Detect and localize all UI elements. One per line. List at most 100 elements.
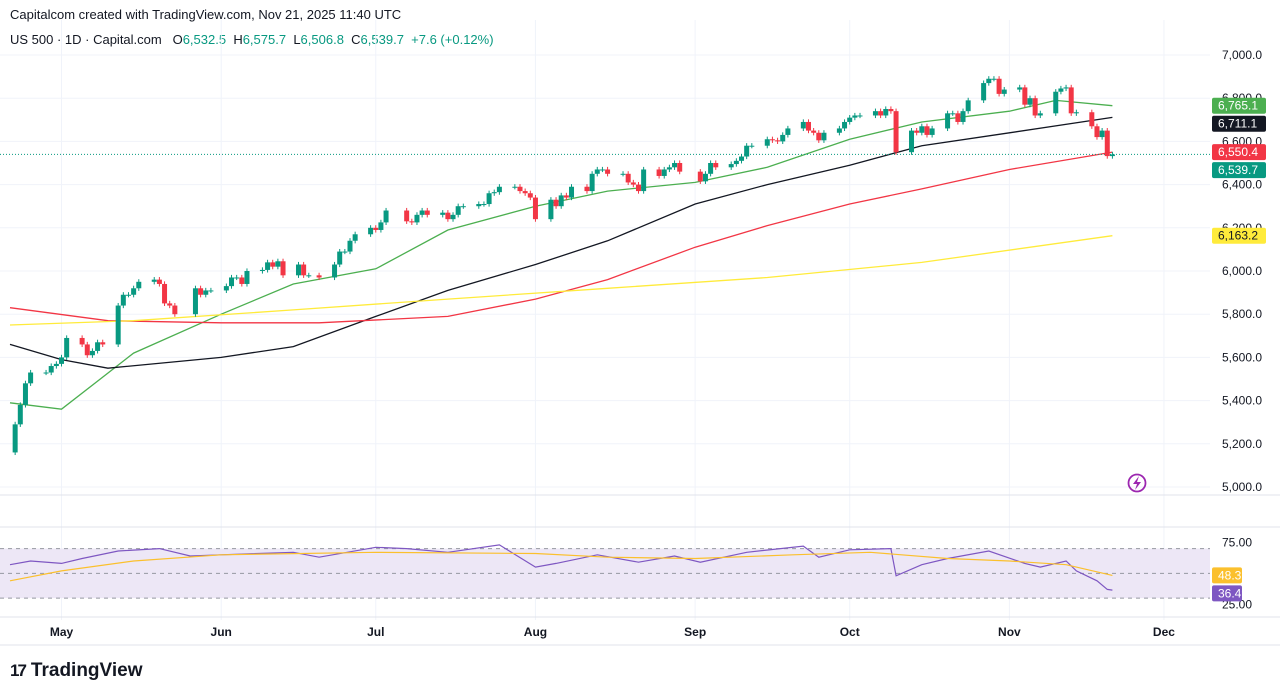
candle-body [888,109,894,112]
candle-body [872,111,878,116]
open-label: O [172,32,183,47]
price-badge [1212,115,1266,132]
tradingview-logo-text: TradingView [30,660,143,681]
grid [0,20,1280,646]
candle-body [486,193,492,205]
price-badges: 6,765.1 6,711.1 6,550.4 6,539.7 6,163.2 48.31… [1212,97,1266,602]
candle-body [332,264,338,278]
moving-average-line [9,116,1113,369]
candle-body [677,163,683,172]
candle-body [764,139,770,146]
candle-body [749,145,755,147]
candle-body [368,227,374,235]
candle-body [424,210,430,215]
candle-body [352,234,358,241]
candle-body [816,132,822,141]
candle-body [136,281,142,289]
candle-body [821,132,827,141]
candle-body [131,288,137,295]
candle-body [151,279,157,282]
month-tick-label: May [50,625,74,639]
candle-body [991,78,997,80]
candle-body [924,126,930,135]
rsi-line [9,551,1113,582]
candle-body [1089,112,1095,127]
candle-body [945,113,951,129]
candle-body [548,199,554,220]
rsi-line [9,544,1113,591]
candle-body [1104,130,1110,157]
candle-body [95,342,101,351]
candle-body [301,264,307,276]
candle-body [496,186,502,193]
month-tick-label: Jul [367,625,384,639]
price-tick-label: 5,400.0 [1222,394,1262,408]
candle-body [481,204,487,206]
candle-body [847,117,853,122]
candle-body [192,288,198,315]
month-tick-label: Oct [840,625,860,639]
moving-average-line [9,99,1113,410]
price-tick-label: 5,600.0 [1222,350,1262,364]
price-badge [1212,162,1266,179]
price-badge-label: 36.49 [1218,586,1248,600]
change-value: +7.6 (+0.12%) [411,32,494,47]
symbol-ohlc-legend: US 500 · 1D · Capital.com O6,532.5 H6,57… [10,32,494,47]
price-chart[interactable]: 7,000.06,800.06,600.06,400.06,200.06,000… [0,0,1280,660]
price-tick-label: 5,800.0 [1222,307,1262,321]
price-tick-label: 6,000.0 [1222,264,1262,278]
candle-body [522,191,528,194]
candle-body [996,78,1002,94]
candle-body [445,212,451,220]
candle-body [1037,113,1043,116]
candle-body [883,109,889,116]
candle-body [635,184,641,192]
candle-body [22,383,28,405]
candle-body [620,173,626,175]
candle-body [259,269,265,271]
candle-body [981,83,987,101]
candle-body [605,169,611,174]
candle-body [672,163,678,168]
candle-body [713,163,719,168]
candle-body [59,357,65,364]
candle-body [342,251,348,253]
tradingview-logo[interactable]: 17 TradingView [10,660,143,682]
candle-body [440,212,446,215]
price-badge [1212,567,1242,584]
candle-body [708,163,714,174]
candle-body [229,277,235,287]
candle-body [553,199,559,207]
candle-body [1068,87,1074,114]
month-tick-label: Dec [1153,625,1175,639]
candle-body [43,372,49,374]
candle-body [1058,88,1064,92]
candle-body [120,294,126,306]
candle-body [950,113,956,115]
candle-body [162,283,168,304]
candle-body [517,186,523,192]
price-badge-label: 6,163.2 [1218,229,1258,243]
candle-body [280,261,286,276]
lightning-icon[interactable] [1127,473,1147,493]
candle-body [419,210,425,215]
candle-body [625,173,631,183]
candle-body [599,169,605,171]
candle-body [64,337,70,358]
candle-body [532,197,538,220]
high-label: H [233,32,243,47]
moving-average-line [9,151,1113,324]
candle-body [805,121,811,131]
candle-body [775,140,781,142]
candle-body [1027,98,1033,105]
close-label: C [351,32,361,47]
candle-body [836,128,842,133]
candle-body [476,204,482,207]
candle-body [527,193,533,198]
price-badge [1212,97,1266,114]
price-tick-label: 5,000.0 [1222,480,1262,494]
candle-body [409,221,415,223]
candle-body [1063,87,1069,89]
candle-body [960,111,966,122]
candle-body [347,240,353,252]
